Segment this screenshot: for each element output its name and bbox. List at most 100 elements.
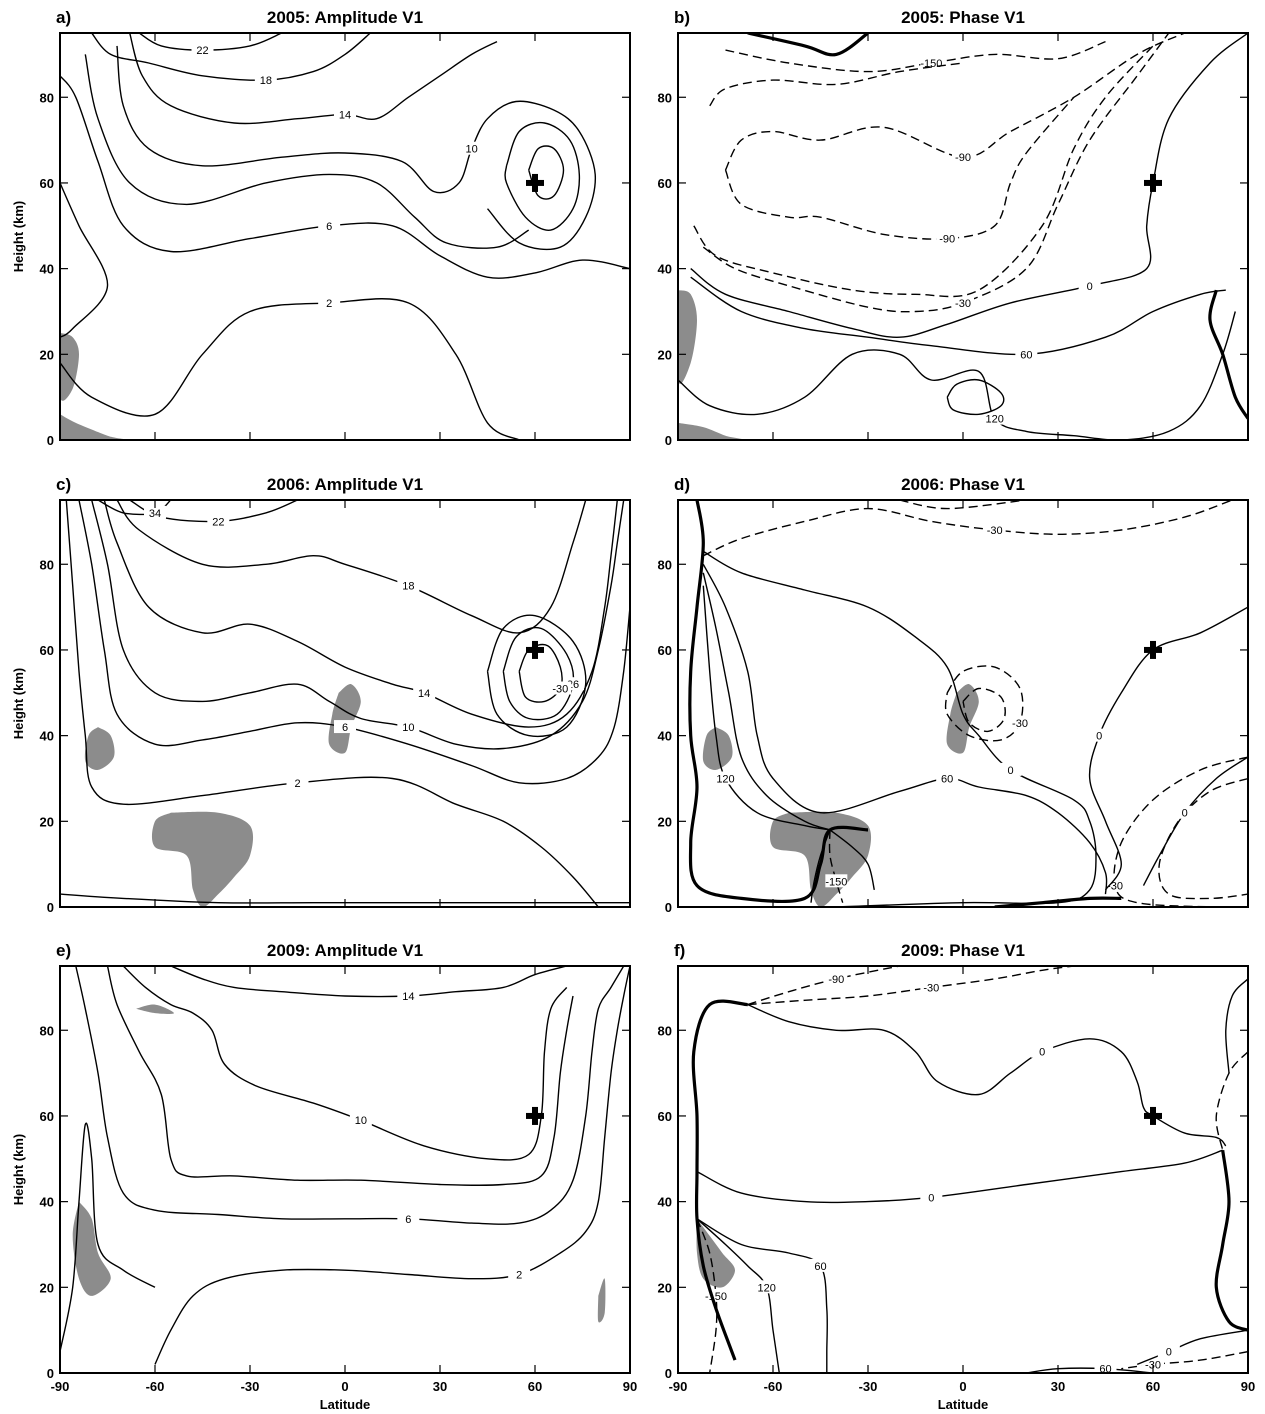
contour-label-bg [397, 988, 420, 1002]
x-tick-label: -60 [146, 1379, 165, 1394]
contour-label: -90 [955, 152, 971, 164]
x-tick-label: 30 [433, 1379, 447, 1394]
panel-d: -30 -30 -30 0 0 0 60 120 -150 0 20 40 60 80 2006: Phas… [658, 475, 1249, 915]
y-tick-label: 0 [665, 1366, 672, 1381]
y-axis-label: Height (km) [11, 201, 26, 273]
x-tick-label: 60 [1146, 1379, 1160, 1394]
contour-line [1136, 1329, 1248, 1366]
contour-label-bg [714, 771, 737, 785]
contour-line [65, 500, 599, 907]
contour-label-bg [397, 578, 420, 592]
y-tick-label: 20 [40, 1280, 54, 1295]
contour-line [691, 999, 748, 1361]
contour-label-bg [952, 150, 974, 164]
contour-line [1225, 978, 1248, 1074]
plot-area: -30 -30 -30 0 0 0 60 120 -150 [688, 500, 1248, 907]
contour-label: -30 [552, 684, 568, 696]
x-tick-label: -30 [241, 1379, 260, 1394]
panel-title: 2009: Amplitude V1 [267, 941, 423, 960]
contour-label: 60 [1020, 349, 1032, 361]
contour-line [828, 829, 844, 903]
contour-line [60, 182, 109, 338]
contour-label-bg [1078, 278, 1101, 292]
contour-label: -30 [987, 525, 1003, 537]
contour-label: 2 [294, 778, 300, 790]
y-tick-label: 20 [658, 814, 672, 829]
y-tick-label: 40 [40, 1195, 54, 1210]
contour-label: 14 [418, 688, 430, 700]
contour-label-bg [1009, 715, 1031, 729]
contour-line [84, 54, 530, 249]
contour-line [91, 500, 625, 750]
y-tick-label: 20 [40, 347, 54, 362]
y-tick-label: 80 [40, 557, 54, 572]
shaded-region [151, 811, 254, 907]
contour-line [103, 500, 618, 728]
marker-plus-icon [1144, 173, 1162, 192]
x-tick-label: 30 [1051, 1379, 1065, 1394]
contour-label: 6 [405, 1214, 411, 1226]
contour-label: 2 [516, 1269, 522, 1281]
contour-line [899, 500, 1027, 510]
contour-label-bg [809, 1258, 832, 1272]
contour-line [725, 40, 1106, 73]
shaded-region [678, 422, 744, 440]
contour-line [106, 966, 574, 1186]
contour-label: -150 [825, 876, 847, 888]
panel-letter: a) [56, 8, 71, 27]
contour-line [994, 896, 1122, 907]
contour-line [702, 572, 831, 831]
x-tick-label: -60 [764, 1379, 783, 1394]
contour-line [724, 96, 1075, 240]
panel-title: 2006: Phase V1 [901, 475, 1025, 494]
contour-line [486, 614, 587, 738]
y-tick-label: 40 [40, 262, 54, 277]
contour-line [91, 33, 371, 81]
contour-label: 10 [355, 1115, 367, 1127]
y-tick-label: 60 [40, 176, 54, 191]
contour-label: 0 [1087, 281, 1093, 293]
contour-label: 22 [196, 45, 208, 57]
y-tick-label: 60 [658, 643, 672, 658]
contour-label: 6 [326, 221, 332, 233]
panel-letter: e) [56, 941, 71, 960]
contour-label: 0 [928, 1192, 934, 1204]
contour-line [60, 298, 520, 440]
y-tick-label: 0 [665, 433, 672, 448]
contour-line [962, 687, 1006, 733]
contour-label: 22 [212, 516, 224, 528]
marker-plus-icon [526, 1106, 544, 1125]
contour-label-bg [1094, 1361, 1117, 1373]
shaded-region [597, 1278, 606, 1323]
y-tick-label: 40 [658, 262, 672, 277]
contour-label-bg [920, 55, 943, 69]
panel-title: 2006: Amplitude V1 [267, 475, 423, 494]
contour-label-bg [334, 720, 356, 734]
contour-label: 0 [1096, 731, 1102, 743]
marker-plus-icon [1144, 640, 1162, 659]
plot-area: -150 -90 -90 -30 0 60 120 [678, 33, 1248, 440]
y-tick-label: 60 [658, 1109, 672, 1124]
panel-e: 2 6 10 14 -90 -60 -30 0 30 60 90 0 20 40 60 80 2009: Amp… [11, 941, 637, 1412]
contour-label-bg [397, 720, 420, 734]
contour-label-bg [983, 411, 1006, 425]
y-tick-label: 0 [665, 900, 672, 915]
marker-plus-icon [526, 173, 544, 192]
plot-frame [677, 32, 1249, 441]
contour-line [703, 500, 1233, 557]
contour-line [747, 33, 869, 57]
x-tick-label: -30 [859, 1379, 878, 1394]
contour-line [122, 966, 568, 1161]
x-tick-label: 0 [959, 1379, 966, 1394]
x-tick-label: 90 [1241, 1379, 1255, 1394]
y-tick-label: 20 [40, 814, 54, 829]
contour-label: 60 [814, 1261, 826, 1273]
contour-line [946, 378, 1005, 416]
contour-label: 6 [342, 722, 348, 734]
contour-line [688, 500, 869, 904]
contour-label: 120 [985, 414, 1003, 426]
x-tick-label: 60 [528, 1379, 542, 1394]
